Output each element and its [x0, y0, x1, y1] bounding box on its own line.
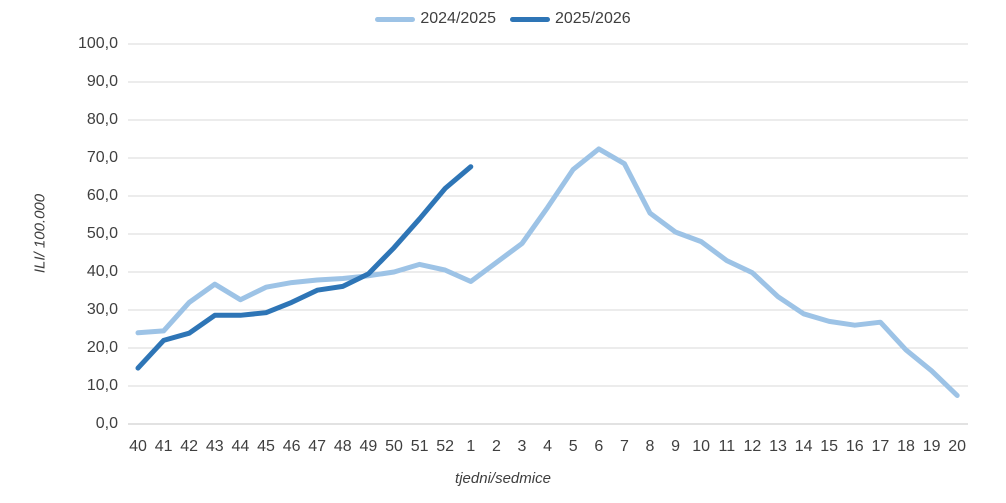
x-tick-label: 11 — [718, 438, 736, 455]
y-tick-label: 40,0 — [86, 263, 118, 280]
y-tick-label: 90,0 — [86, 73, 118, 90]
x-tick-label: 13 — [769, 438, 787, 455]
legend-label: 2024/2025 — [420, 10, 496, 27]
x-tick-label: 17 — [871, 438, 890, 455]
y-tick-label: 0,0 — [95, 415, 118, 432]
chart-legend: 2024/2025 2025/2026 — [0, 8, 1006, 30]
x-axis-title: tjedni/sedmice — [455, 470, 551, 487]
x-tick-label: 14 — [794, 438, 813, 455]
legend-item-2025-2026: 2025/2026 — [510, 10, 631, 28]
x-tick-label: 8 — [645, 438, 655, 455]
y-tick-label: 50,0 — [86, 225, 118, 242]
x-tick-label: 4 — [543, 438, 553, 455]
x-tick-label: 5 — [568, 438, 578, 455]
x-tick-label: 6 — [594, 438, 604, 455]
x-tick-label: 50 — [385, 438, 403, 455]
x-tick-label: 12 — [743, 438, 762, 455]
y-tick-label: 10,0 — [86, 377, 118, 394]
legend-swatch-icon — [510, 16, 550, 22]
legend-label: 2025/2026 — [555, 10, 631, 27]
x-tick-label: 45 — [257, 438, 275, 455]
x-tick-label: 42 — [180, 438, 199, 455]
x-tick-label: 7 — [619, 438, 629, 455]
x-tick-label: 40 — [129, 438, 147, 455]
x-tick-label: 47 — [308, 438, 327, 455]
x-tick-label: 41 — [154, 438, 173, 455]
x-tick-label: 46 — [282, 438, 301, 455]
legend-item-2024-2025: 2024/2025 — [375, 10, 496, 28]
y-tick-label: 60,0 — [86, 187, 118, 204]
x-tick-label: 9 — [671, 438, 681, 455]
x-tick-label: 2 — [491, 438, 501, 455]
x-tick-label: 43 — [205, 438, 224, 455]
y-axis-title: ILI/ 100.000 — [31, 193, 49, 274]
series-line-2025-2026 — [135, 164, 474, 371]
x-tick-label: 20 — [948, 438, 967, 455]
x-tick-label: 44 — [231, 438, 250, 455]
x-tick-label: 51 — [410, 438, 429, 455]
series-line-2024-2025 — [135, 146, 960, 398]
x-tick-label: 48 — [333, 438, 352, 455]
x-tick-label: 3 — [517, 438, 527, 455]
y-tick-label: 100,0 — [77, 35, 118, 52]
y-tick-label: 20,0 — [86, 339, 118, 356]
x-tick-label: 19 — [922, 438, 941, 455]
x-tick-label: 1 — [466, 438, 476, 455]
x-tick-label: 49 — [359, 438, 378, 455]
y-tick-label: 80,0 — [86, 111, 118, 128]
y-tick-label: 70,0 — [86, 149, 118, 166]
x-tick-label: 52 — [436, 438, 455, 455]
x-tick-label: 10 — [692, 438, 711, 455]
x-tick-label: 15 — [820, 438, 839, 455]
x-tick-label: 16 — [845, 438, 864, 455]
y-tick-label: 30,0 — [86, 301, 118, 318]
x-tick-label: 18 — [897, 438, 915, 455]
legend-swatch-icon — [375, 16, 416, 22]
